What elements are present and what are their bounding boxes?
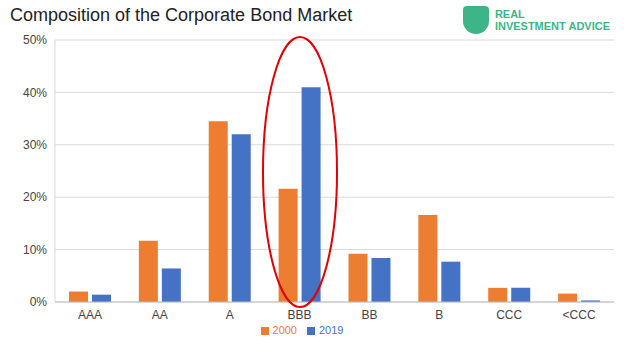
svg-text:0%: 0% <box>30 295 48 309</box>
svg-text:AAA: AAA <box>78 308 102 322</box>
html-text:Composition of the Corporate B: Composition of the Corporate Bond Market <box>10 5 353 25</box>
svg-text:A: A <box>226 308 234 322</box>
svg-text:<CCC: <CCC <box>563 308 596 322</box>
svg-text:10%: 10% <box>23 243 47 257</box>
svg-text:BBB: BBB <box>288 308 312 322</box>
svg-text:CCC: CCC <box>496 308 522 322</box>
svg-text:B: B <box>435 308 443 322</box>
svg-text:AA: AA <box>152 308 168 322</box>
svg-text:BB: BB <box>361 308 377 322</box>
svg-text:40%: 40% <box>23 86 47 100</box>
svg-text:20%: 20% <box>23 190 47 204</box>
svg-text:30%: 30% <box>23 138 47 152</box>
svg-text:50%: 50% <box>23 33 47 47</box>
html-text:2000: 2000 <box>272 324 297 336</box>
html-text:2019: 2019 <box>319 324 344 336</box>
html-text:REAL: REAL <box>494 8 525 20</box>
html-text:INVESTMENT ADVICE: INVESTMENT ADVICE <box>494 20 610 32</box>
